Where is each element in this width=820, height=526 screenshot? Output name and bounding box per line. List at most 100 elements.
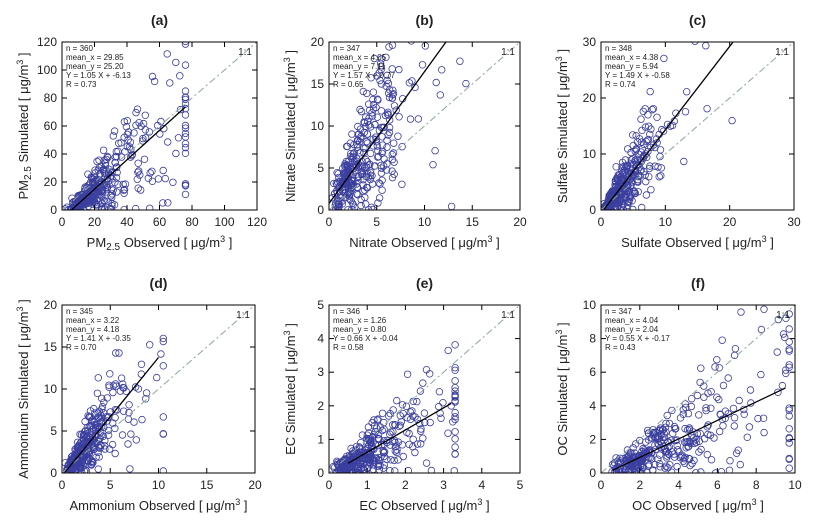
data-point (121, 180, 130, 188)
y-tick-label: 1 (317, 432, 324, 446)
data-point (85, 450, 93, 458)
data-point (641, 171, 649, 179)
data-point (391, 421, 399, 429)
data-point (96, 178, 104, 186)
data-point (364, 435, 373, 443)
data-point (690, 434, 698, 442)
data-point (627, 458, 635, 466)
data-point (680, 157, 688, 166)
data-point (670, 422, 679, 431)
data-point (105, 383, 113, 391)
data-point (374, 460, 382, 469)
data-point (384, 89, 393, 97)
y-tick-label: 10 (583, 147, 597, 161)
data-point (388, 65, 396, 73)
data-point (695, 448, 703, 456)
data-point (785, 406, 793, 414)
data-point (702, 42, 710, 50)
data-point (439, 399, 447, 407)
data-point (389, 90, 397, 99)
data-point (451, 413, 459, 421)
data-point (375, 194, 384, 202)
x-tick-label: 6 (714, 478, 721, 492)
data-point (656, 463, 664, 471)
data-point (70, 204, 78, 210)
data-point (382, 53, 390, 61)
x-tick-label: 20 (88, 215, 102, 229)
panel-a: (a) 0 20 40 60 80 100 120 0 20 40 60 80 100 120 n = 360… (15, 12, 267, 253)
data-point (645, 429, 653, 437)
regression-line (70, 106, 186, 210)
data-point (398, 180, 406, 188)
data-point (148, 72, 157, 81)
data-point (422, 366, 431, 374)
data-point (138, 415, 146, 424)
data-point (713, 356, 721, 364)
data-point (451, 392, 459, 400)
data-point (369, 100, 378, 109)
data-point (376, 423, 385, 431)
one-to-one-label: 1:1 (501, 310, 515, 321)
data-point (670, 453, 679, 461)
data-point (383, 110, 392, 118)
data-point (159, 413, 167, 421)
data-point (176, 72, 184, 80)
data-point (403, 17, 410, 24)
data-point (181, 93, 190, 102)
data-point (336, 459, 345, 467)
regression-line (603, 42, 734, 210)
data-point (136, 186, 145, 194)
data-point (136, 171, 144, 179)
data-point (181, 190, 190, 199)
stat-line: n = 347 (605, 307, 632, 316)
data-point (330, 179, 338, 188)
data-point (97, 441, 105, 449)
data-point (341, 178, 350, 186)
data-point (435, 388, 444, 396)
data-point (154, 175, 163, 183)
data-point (126, 465, 134, 473)
data-point (374, 199, 382, 207)
data-point (163, 138, 172, 146)
data-point (389, 90, 398, 98)
data-point (111, 449, 119, 458)
data-point (377, 55, 386, 63)
data-point (373, 416, 382, 424)
data-point (97, 394, 106, 403)
data-point (370, 54, 379, 63)
data-point (134, 159, 142, 167)
data-point (142, 389, 151, 397)
plot-area (329, 17, 520, 210)
stat-line: mean_y = 2.04 (605, 325, 659, 334)
data-point (67, 468, 75, 473)
data-point (108, 440, 117, 449)
data-point (374, 147, 382, 155)
data-point (399, 452, 407, 461)
stat-line: mean_y = 5.94 (605, 62, 659, 71)
data-point (88, 175, 97, 183)
data-point (612, 163, 620, 171)
data-point (370, 430, 378, 439)
data-point (737, 308, 745, 316)
data-point (740, 410, 748, 418)
data-point (785, 454, 793, 463)
regression-line (64, 357, 160, 473)
data-point (81, 466, 90, 473)
data-point (84, 412, 92, 420)
data-point (378, 141, 387, 149)
data-point (108, 419, 117, 427)
data-point (347, 444, 355, 453)
data-point (181, 42, 190, 46)
data-point (362, 113, 370, 121)
data-point (421, 42, 429, 50)
data-point (636, 167, 645, 175)
data-point (427, 466, 436, 473)
data-point (120, 384, 128, 392)
data-point (406, 115, 415, 123)
data-point (785, 464, 793, 472)
y-tick-label: 40 (44, 147, 58, 161)
data-point (655, 459, 664, 468)
data-point (153, 121, 162, 130)
data-point (394, 456, 402, 464)
data-point (172, 58, 180, 67)
